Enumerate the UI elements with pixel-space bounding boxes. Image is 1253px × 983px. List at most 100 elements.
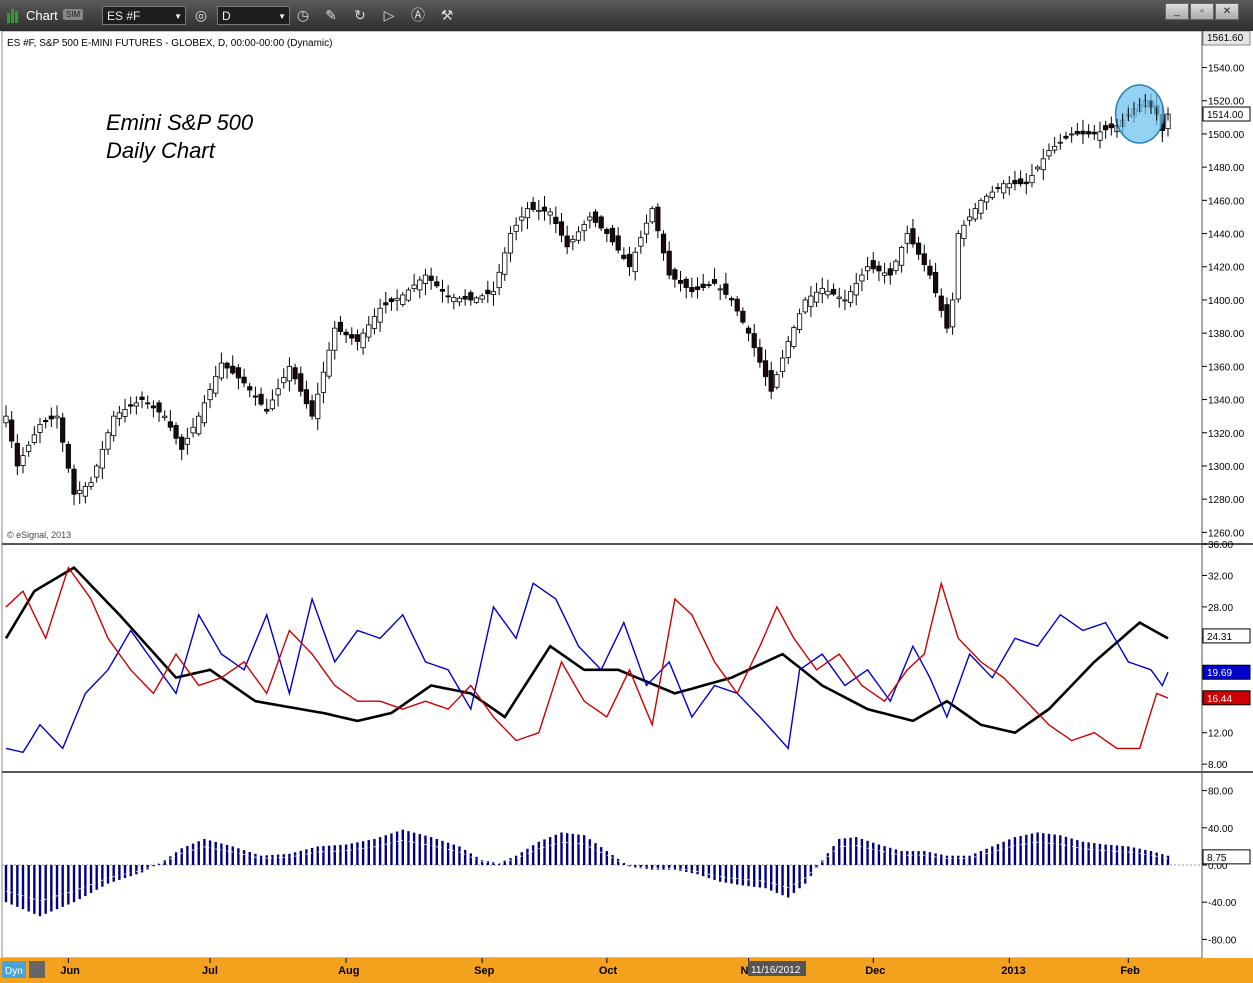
- candle-body: [394, 297, 400, 301]
- restore-button[interactable]: ▫: [1190, 3, 1214, 20]
- histogram-panel: 80.00 40.00 0.00 -40.00 -80.00 8.75: [2, 787, 1251, 946]
- candle-body: [853, 282, 859, 296]
- link-icon[interactable]: ◎: [194, 7, 208, 23]
- candle-body: [343, 331, 349, 336]
- dyn-button[interactable]: [2, 961, 26, 978]
- candle-body: [224, 362, 230, 369]
- candle-body: [1108, 123, 1114, 129]
- candle-body: [167, 421, 173, 428]
- candle-body: [94, 465, 100, 478]
- candle-body: [218, 362, 224, 379]
- candle-body: [864, 266, 871, 272]
- candle-body: [122, 409, 128, 417]
- candle-body: [825, 290, 831, 296]
- candle-body: [247, 386, 253, 391]
- candle-body: [513, 224, 519, 232]
- candle-body: [575, 231, 582, 241]
- refresh-icon[interactable]: ↻: [354, 7, 366, 23]
- minimize-button[interactable]: _: [1165, 3, 1189, 20]
- y-tick-label: 1480.00: [1208, 163, 1245, 174]
- candle-body: [196, 415, 202, 435]
- y-tick-label: 1340.00: [1208, 396, 1245, 407]
- candle-body: [904, 233, 910, 244]
- candle-body: [286, 365, 293, 382]
- x-tick-label: Dec: [865, 965, 885, 977]
- clock-icon[interactable]: ◷: [296, 7, 310, 23]
- candle-body: [332, 327, 338, 351]
- y-tick-label: 8.00: [1208, 760, 1228, 771]
- y-tick-label: -40.00: [1208, 898, 1237, 909]
- candle-body: [519, 216, 525, 221]
- candle-body: [230, 365, 236, 374]
- candle-body: [309, 400, 315, 417]
- chevron-down-icon[interactable]: ▼: [174, 12, 182, 21]
- candle-body: [921, 253, 927, 266]
- candle-body: [434, 281, 440, 287]
- candle-body: [156, 402, 162, 413]
- candle-body: [377, 307, 383, 323]
- candle-body: [417, 279, 423, 291]
- candle-body: [20, 455, 26, 466]
- candle-body: [944, 304, 950, 329]
- interval-input[interactable]: D ▼: [217, 6, 290, 25]
- play-icon[interactable]: ▷: [383, 7, 395, 23]
- candle-body: [649, 208, 655, 223]
- candle-body: [1006, 183, 1012, 189]
- symbol-input[interactable]: ES #F ▼: [102, 6, 186, 25]
- dyn-label: Dyn: [5, 966, 23, 977]
- candle-body: [711, 279, 718, 284]
- candle-body: [558, 221, 565, 236]
- candle-body: [326, 349, 332, 377]
- chart-area[interactable]: 1561.60 ES #F, S&P 500 E-MINI FUTURES - …: [0, 31, 1253, 983]
- candle-body: [82, 486, 88, 497]
- candle-body: [360, 332, 366, 349]
- candle-body: [1086, 131, 1092, 135]
- candle-body: [65, 444, 71, 469]
- candle-body: [507, 233, 514, 254]
- y-tick-label: 80.00: [1208, 787, 1233, 798]
- candle-body: [728, 298, 735, 301]
- pencil-icon[interactable]: ✎: [325, 7, 337, 23]
- candle-body: [961, 224, 967, 240]
- y-tick-label: 1420.00: [1208, 263, 1245, 274]
- tools-icon[interactable]: ⚒: [440, 7, 454, 23]
- candle-body: [796, 313, 803, 330]
- candle-body: [870, 260, 876, 270]
- candle-body: [264, 408, 270, 412]
- chevron-down-icon[interactable]: ▼: [278, 12, 286, 21]
- candle-body: [660, 233, 667, 254]
- candle-body: [1097, 131, 1103, 141]
- candle-body: [213, 375, 219, 394]
- candle-body: [915, 242, 922, 255]
- candle-body: [3, 415, 9, 424]
- candle-body: [842, 299, 848, 302]
- candle-body: [473, 297, 480, 303]
- candle-body: [700, 283, 706, 288]
- alert-icon[interactable]: Ⓐ: [411, 7, 425, 23]
- candle-body: [451, 297, 457, 303]
- candle-body: [978, 199, 984, 214]
- candle-body: [666, 250, 672, 276]
- candle-body: [162, 415, 168, 419]
- y-tick-label: 1520.00: [1208, 97, 1245, 108]
- price-panel: 1540.00 1520.00 1500.00 1480.00 1460.00 1440.…: [3, 64, 1251, 539]
- candle-body: [445, 295, 451, 298]
- time-axis: [0, 958, 1253, 983]
- candle-body: [428, 275, 434, 281]
- candle-body: [706, 284, 712, 286]
- candle-body: [859, 274, 865, 282]
- candle-body: [258, 393, 264, 405]
- candle-body: [411, 284, 417, 289]
- scale-icon[interactable]: [29, 961, 45, 978]
- candle-body: [37, 424, 43, 433]
- candle-body: [887, 268, 893, 276]
- candle-body: [530, 201, 536, 210]
- candle-body: [745, 327, 752, 334]
- candle-body: [876, 265, 882, 272]
- annotation-title: Emini S&P 500: [106, 110, 254, 135]
- close-button[interactable]: ✕: [1215, 3, 1239, 20]
- x-tick-label: Jul: [202, 965, 218, 977]
- candle-body: [371, 316, 378, 329]
- candle-body: [31, 434, 37, 443]
- candle-body: [315, 393, 321, 420]
